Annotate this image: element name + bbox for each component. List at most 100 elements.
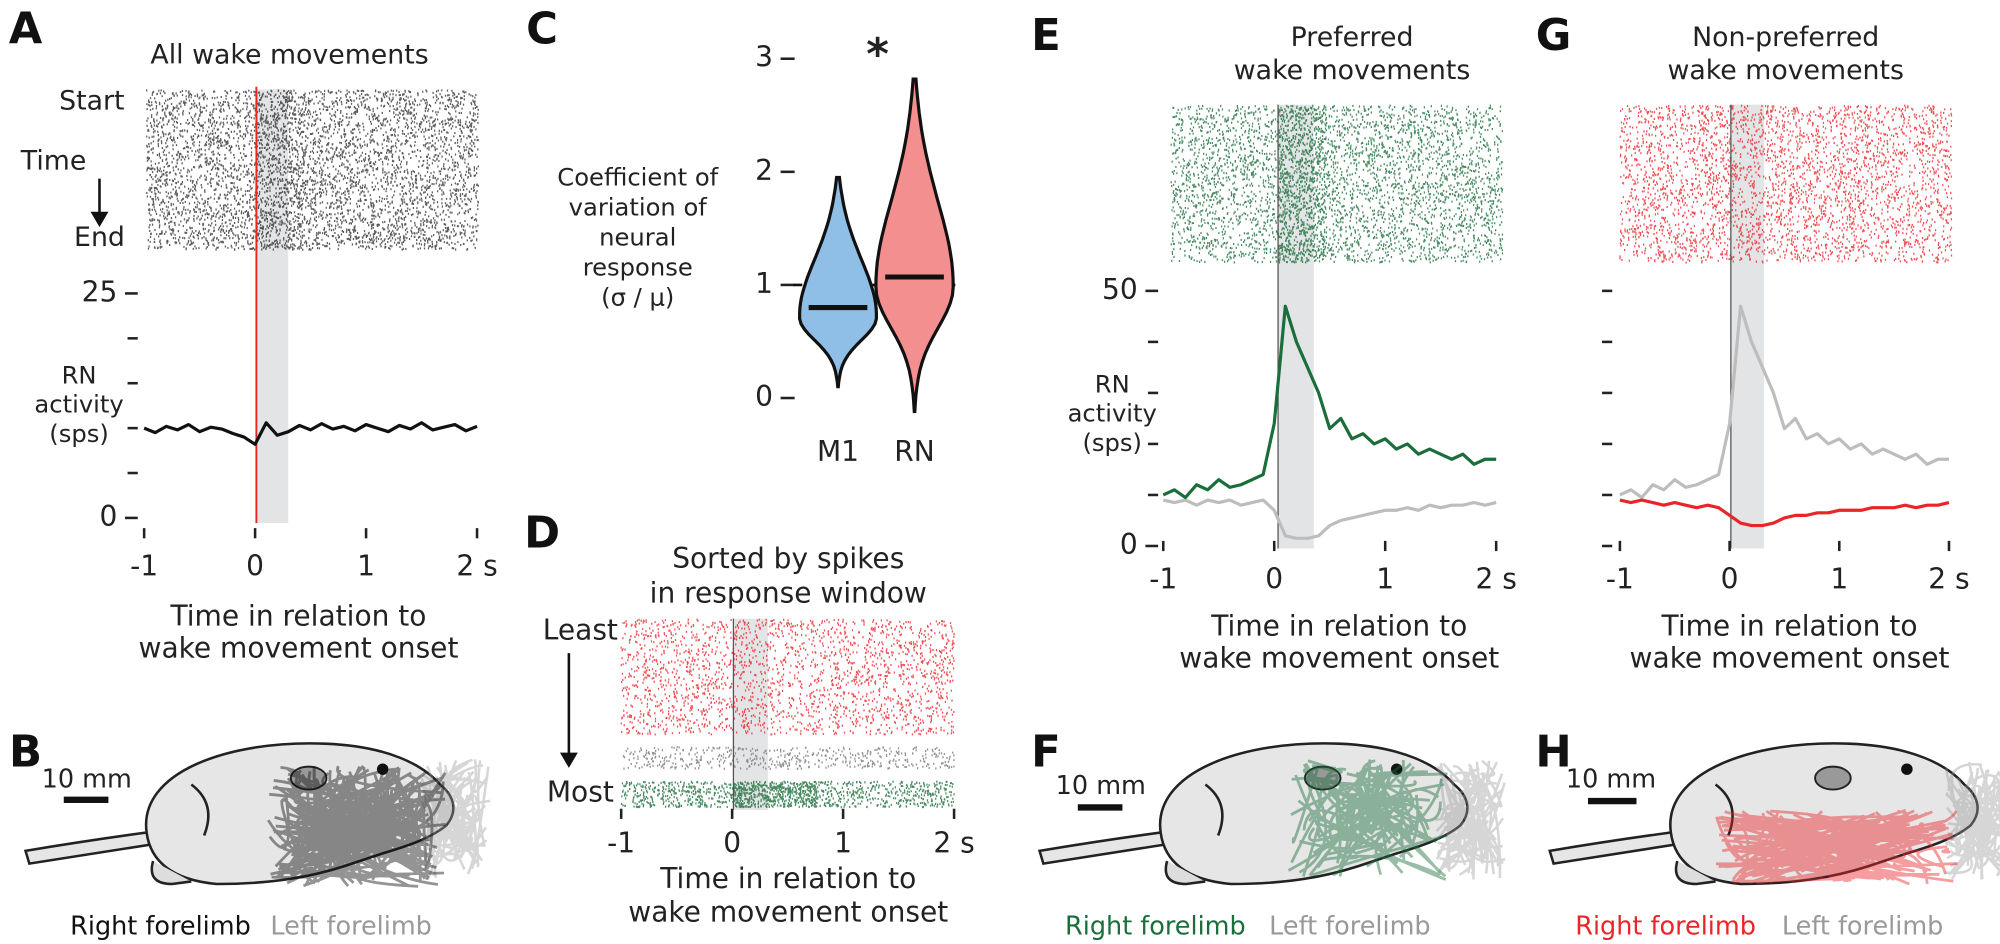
arrowhead — [90, 211, 109, 228]
x-tick-label: -1 — [607, 826, 635, 859]
legend-label: Right forelimb — [1575, 911, 1756, 941]
scale-label: 10 mm — [42, 765, 132, 795]
y-tick-label: 25 — [82, 275, 118, 308]
eye — [1901, 763, 1913, 775]
title: in response window — [650, 576, 927, 609]
raster — [1619, 104, 1953, 264]
hip — [190, 783, 210, 836]
mouse-drawing — [23, 742, 491, 888]
label: activity — [1068, 400, 1157, 428]
legend-label: Left forelimb — [1782, 911, 1943, 941]
x-tick-label: 0 — [1721, 562, 1739, 595]
trajectory — [1715, 809, 1958, 886]
y-tick-label: 3 — [755, 41, 773, 74]
x-tick-label: 2 s — [1928, 562, 1969, 595]
x-tick-label: -1 — [1606, 562, 1634, 595]
category-label: RN — [894, 435, 934, 468]
response-window — [733, 618, 768, 811]
trace — [143, 421, 478, 446]
violin — [874, 77, 955, 414]
ear — [1303, 765, 1342, 791]
panel-letter: F — [1031, 728, 1061, 778]
label: (sps) — [49, 420, 109, 448]
x-tick-label: 1 — [1830, 562, 1848, 595]
x-tick-label: 1 — [357, 550, 375, 583]
ear — [1814, 765, 1852, 791]
eye — [376, 763, 389, 775]
trajectory — [267, 765, 447, 888]
title: wake movements — [1667, 55, 1904, 86]
trajectory — [1944, 761, 2000, 880]
y-tick-label: 0 — [99, 500, 117, 533]
label: Time in relation to — [1210, 610, 1467, 643]
raster — [620, 618, 955, 736]
hip — [1714, 783, 1734, 836]
label: (σ / μ) — [601, 284, 674, 312]
body — [1158, 742, 1469, 886]
legend-label: Right forelimb — [70, 911, 251, 941]
raster — [622, 746, 955, 770]
title: wake movements — [1234, 55, 1471, 86]
trace — [1619, 304, 1949, 500]
label: Time — [20, 146, 87, 177]
panel-letter: B — [9, 728, 42, 778]
mouse-drawing — [1037, 742, 1506, 886]
panel-letter: G — [1536, 11, 1572, 61]
y-tick-label: 2 — [755, 154, 773, 187]
title: All wake movements — [150, 40, 428, 71]
y-tick-label: 0 — [1120, 528, 1138, 561]
panel-letter: C — [526, 4, 558, 54]
label: Least — [543, 613, 618, 646]
label: activity — [34, 391, 123, 419]
label: wake movement onset — [139, 631, 459, 664]
raster — [146, 89, 479, 251]
label: Most — [547, 775, 614, 808]
label: neural — [599, 224, 676, 252]
trace — [1162, 304, 1497, 500]
label: wake movement onset — [628, 895, 948, 928]
x-tick-label: -1 — [130, 550, 158, 583]
x-tick-label: 2 s — [1475, 562, 1516, 595]
label: wake movement onset — [1630, 642, 1950, 675]
trace — [1619, 498, 1950, 528]
trace — [1162, 498, 1497, 540]
raster — [1170, 104, 1504, 264]
y-tick-label: 0 — [755, 380, 773, 413]
significance: * — [866, 30, 889, 80]
paw — [150, 860, 192, 886]
x-tick-label: 0 — [246, 550, 264, 583]
trajectory — [1287, 759, 1448, 881]
paw — [1674, 860, 1716, 886]
x-tick-label: 2 s — [933, 826, 974, 859]
body — [144, 742, 455, 886]
title: Preferred — [1291, 22, 1414, 53]
hip — [1204, 783, 1224, 836]
raster — [620, 780, 955, 809]
x-tick-label: 0 — [1265, 562, 1283, 595]
x-tick-label: 1 — [1376, 562, 1394, 595]
mouse-drawing — [1548, 742, 2000, 886]
label: RN — [1095, 370, 1130, 398]
label: variation of — [569, 194, 708, 222]
panel-letter: H — [1535, 728, 1571, 778]
scale-label: 10 mm — [1566, 765, 1656, 795]
ear — [289, 765, 328, 791]
title: Non-preferred — [1692, 22, 1879, 53]
paw — [1164, 860, 1206, 886]
label: Start — [59, 86, 124, 117]
title: Sorted by spikes — [672, 542, 904, 575]
response-window — [256, 89, 289, 524]
trajectory — [419, 758, 491, 880]
label: End — [74, 222, 125, 253]
legend-label: Left forelimb — [1269, 911, 1430, 941]
label: Coefficient of — [557, 164, 718, 192]
panel-letter: E — [1031, 11, 1061, 61]
scale-label: 10 mm — [1056, 771, 1146, 801]
eye — [1390, 763, 1403, 775]
label: (sps) — [1082, 429, 1142, 457]
trajectory — [1434, 759, 1506, 880]
legend-label: Left forelimb — [270, 911, 431, 941]
panel-letter: A — [9, 4, 43, 54]
x-tick-label: 2 s — [456, 550, 497, 583]
